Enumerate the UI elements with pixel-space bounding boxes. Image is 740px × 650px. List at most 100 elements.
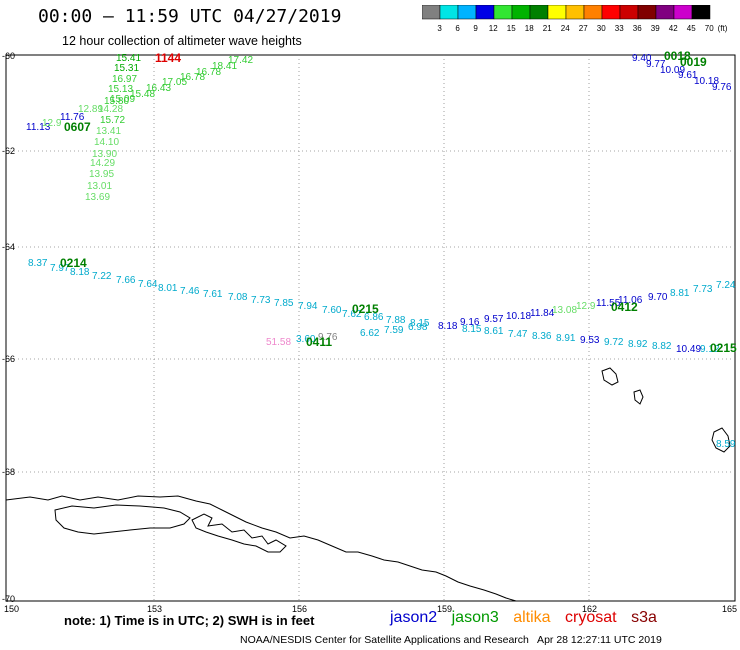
wave-height-value: 10.18: [694, 76, 719, 87]
track-time-label: 0019: [680, 55, 707, 69]
x-tick-label: 162: [582, 604, 597, 614]
x-tick-label: 159: [437, 604, 452, 614]
wave-height-value: 9.70: [648, 292, 668, 303]
peninsula-outline: [191, 513, 287, 553]
track-time-label: 0018: [664, 49, 691, 63]
wave-height-value: 8.01: [158, 283, 178, 294]
x-axis-labels: 150 153 156 159 162 165: [4, 604, 737, 614]
wave-track-a: 15.41 15.31 16.97 15.13 15.09 15.80 12.8…: [26, 53, 141, 203]
wave-height-value: 16.97: [112, 74, 137, 85]
x-tick-label: 165: [722, 604, 737, 614]
wave-height-value: 7.97: [50, 263, 70, 274]
scale-label: 36: [633, 24, 642, 33]
wave-height-value: 13.41: [96, 126, 121, 137]
wave-height-value: 10.49: [676, 344, 701, 355]
wave-height-value: 8.15: [410, 318, 430, 329]
color-scale-legend: 3 6 9 12 15 18 21 24 27 30 33 36 39 42 45 70 (ft): [422, 5, 728, 33]
wave-height-value: 15.80: [104, 96, 129, 107]
source-credit: NOAA/NESDIS Center for Satellite Applica…: [240, 634, 662, 646]
wave-height-value: 18.41: [212, 61, 237, 72]
wave-height-value: 3.60: [296, 334, 316, 345]
wave-height-value: 7.22: [92, 271, 112, 282]
scale-label: 42: [669, 24, 678, 33]
wave-height-value: 14.10: [94, 137, 119, 148]
scale-label: 39: [651, 24, 660, 33]
wave-height-value: 11.13: [26, 122, 51, 133]
y-tick-label: -66: [2, 354, 15, 364]
satellite-cryosat: cryosat: [565, 609, 617, 626]
scale-label: 9: [473, 24, 478, 33]
wave-height-value: 9.77: [646, 59, 666, 70]
wave-height-value: 8.59: [716, 439, 736, 450]
scale-label: 18: [525, 24, 534, 33]
wave-height-value: 7.64: [138, 279, 158, 290]
wave-height-value: 12.9: [42, 118, 62, 129]
wave-height-value: 7.60: [322, 305, 342, 316]
wave-height-value: 11.06: [618, 295, 643, 306]
ice-shelf-outline: [54, 504, 191, 535]
wave-height-value: 13.69: [85, 192, 110, 203]
scale-label: 70: [705, 24, 714, 33]
y-tick-label: -60: [2, 51, 15, 61]
wave-height-value: 6.98: [408, 322, 428, 333]
wave-height-value: 10.09: [660, 65, 685, 76]
wave-height-value: 7.61: [203, 289, 223, 300]
wave-track-f: 51.58 3.60 9.76 0411: [266, 332, 338, 349]
wave-height-value: 9.53: [580, 335, 600, 346]
wave-height-value: 11.84: [530, 308, 555, 319]
wave-height-value: 16.78: [180, 72, 205, 83]
wave-height-value: 17.42: [228, 55, 253, 66]
y-tick-label: -64: [2, 242, 15, 252]
y-axis-labels: -60 -62 -64 -66 -68 -70: [2, 51, 15, 604]
plot-frame: [5, 54, 736, 602]
x-tick-label: 153: [147, 604, 162, 614]
wave-height-value: 8.15: [462, 324, 482, 335]
page-subtitle: 12 hour collection of altimeter wave hei…: [62, 34, 302, 48]
island-outline: [633, 389, 644, 405]
wave-height-value: 7.46: [180, 286, 200, 297]
wave-height-value: 8.18: [70, 267, 90, 278]
track-time-label: 0412: [611, 300, 638, 314]
wave-height-value: 8.81: [670, 288, 690, 299]
scale-label: 27: [579, 24, 588, 33]
wave-height-value: 15.09: [110, 94, 135, 105]
wave-height-value: 8.37: [28, 258, 48, 269]
scale-label: 33: [615, 24, 624, 33]
wave-height-value: 11.55: [596, 298, 621, 309]
wave-height-value: 7.73: [251, 295, 271, 306]
wave-height-value: 9.61: [678, 70, 698, 81]
x-tick-label: 150: [4, 604, 19, 614]
wave-height-value: 9.76: [712, 82, 732, 93]
wave-height-value: 9.57: [484, 314, 504, 325]
wave-height-value: 13.90: [92, 149, 117, 160]
footnote: note: 1) Time is in UTC; 2) SWH is in fe…: [64, 613, 315, 628]
wave-height-value: 9.16: [460, 317, 480, 328]
antarctic-coastline: [5, 495, 517, 602]
satellite-jason2: jason2: [390, 609, 438, 626]
wave-height-value: 9.12: [700, 344, 720, 355]
scale-label: 15: [507, 24, 516, 33]
wave-height-value: 7.66: [116, 275, 136, 286]
wave-height-value: 12.9: [576, 301, 596, 312]
wave-height-value: 8.92: [628, 339, 648, 350]
wave-height-value: 7.88: [386, 315, 406, 326]
wave-height-value: 13.01: [87, 181, 112, 192]
y-tick-label: -62: [2, 146, 15, 156]
wave-height-value: 15.13: [108, 84, 133, 95]
wave-height-value: 51.58: [266, 337, 291, 348]
track-time-label: 1144: [155, 51, 181, 65]
wave-height-value: 15.48: [130, 89, 155, 100]
wave-height-value: 13.08: [552, 305, 577, 316]
wave-height-value: 7.62: [342, 309, 362, 320]
wave-height-value: 16.78: [196, 67, 221, 78]
wave-height-value: 7.08: [228, 292, 248, 303]
grid: [6, 55, 735, 601]
wave-height-value: 7.94: [298, 301, 318, 312]
wave-track-e: 6.62 7.59 6.98 8.15 8.61 7.47 8.36 8.91 …: [360, 322, 737, 450]
island-outline: [601, 367, 619, 386]
wave-track-b: 17.42 18.41 16.78 16.78 17.05 16.43 15.4…: [130, 55, 253, 100]
wave-height-value: 15.31: [114, 63, 139, 74]
satellite-legend: jason2 jason3 altika cryosat s3a: [390, 609, 667, 627]
track-time-label: 0411: [306, 335, 332, 349]
satellite-s3a: s3a: [631, 609, 657, 626]
